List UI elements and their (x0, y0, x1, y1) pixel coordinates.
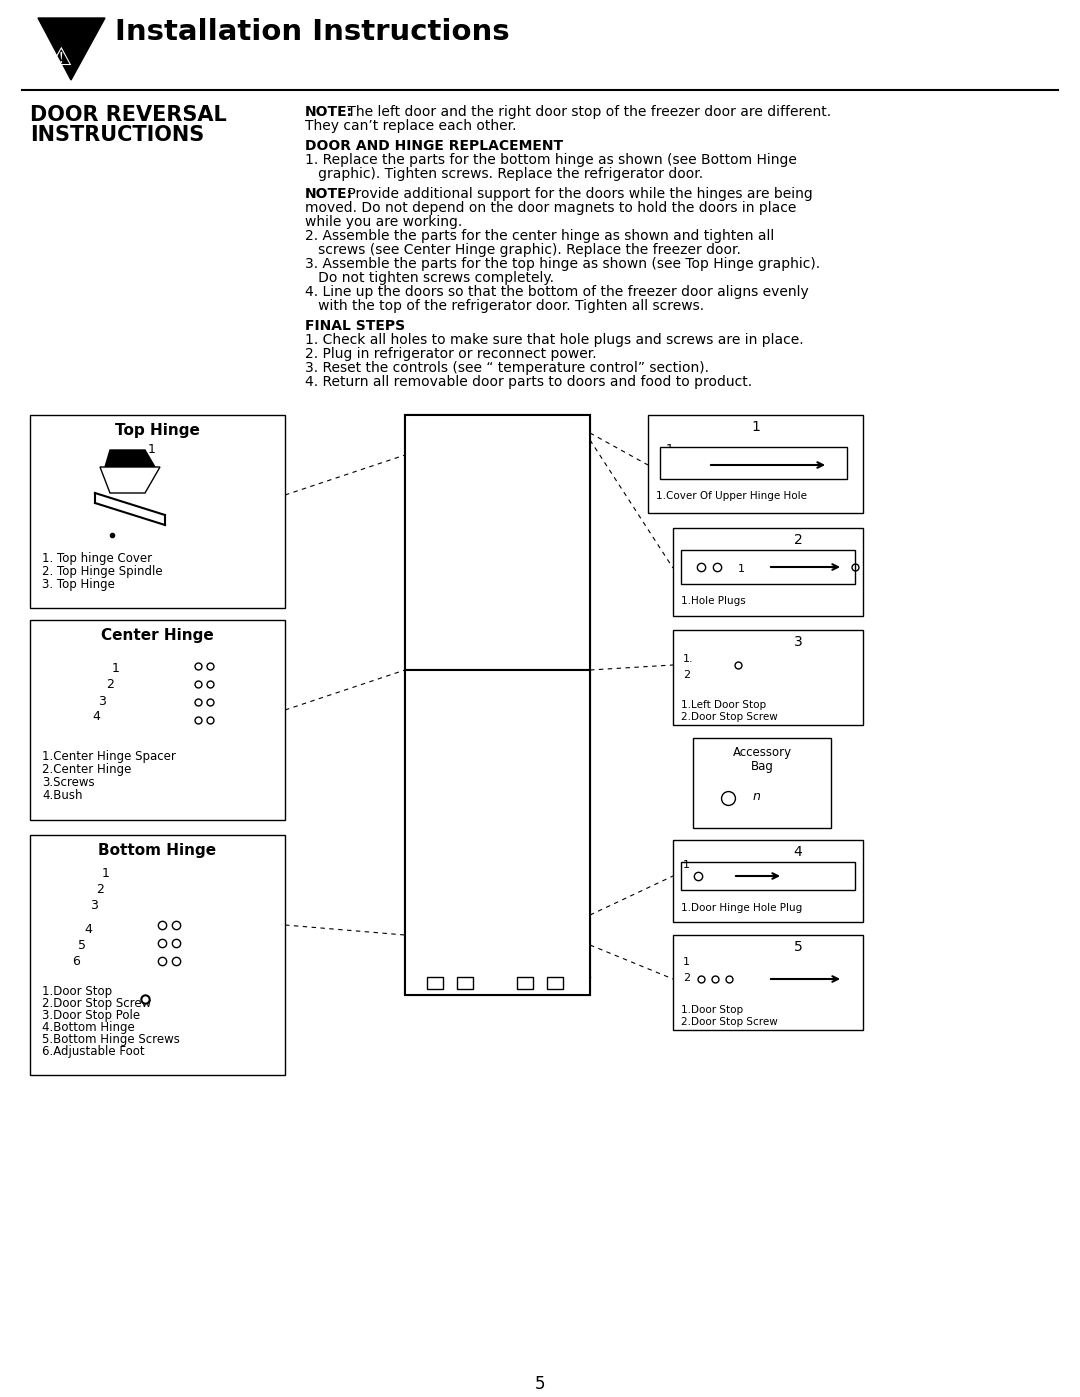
Text: 1: 1 (683, 957, 690, 967)
Bar (681, 550, 855, 584)
Bar (405, 415, 590, 995)
Text: 1.Door Stop: 1.Door Stop (681, 1004, 743, 1016)
Bar (30, 415, 285, 608)
Bar (673, 630, 863, 725)
Text: 5: 5 (535, 1375, 545, 1393)
Text: 6.Adjustable Foot: 6.Adjustable Foot (42, 1045, 145, 1058)
Text: ⚠: ⚠ (50, 46, 72, 70)
Text: 3.Door Stop Pole: 3.Door Stop Pole (42, 1009, 140, 1023)
Text: 2.Door Stop Screw: 2.Door Stop Screw (681, 712, 778, 722)
Bar (673, 528, 863, 616)
Text: FINAL STEPS: FINAL STEPS (305, 319, 405, 332)
Text: 2: 2 (140, 465, 148, 478)
Text: Do not tighten screws completely.: Do not tighten screws completely. (305, 271, 554, 285)
Text: 1.Hole Plugs: 1.Hole Plugs (681, 597, 746, 606)
Text: 3: 3 (133, 483, 140, 496)
Text: Bottom Hinge: Bottom Hinge (98, 842, 217, 858)
Text: Top Hinge: Top Hinge (116, 423, 200, 439)
Polygon shape (100, 467, 160, 493)
Text: They can’t replace each other.: They can’t replace each other. (305, 119, 516, 133)
Text: 4: 4 (794, 845, 802, 859)
Text: screws (see Center Hinge graphic). Replace the freezer door.: screws (see Center Hinge graphic). Repla… (305, 243, 741, 257)
Text: 1: 1 (148, 443, 156, 455)
Text: NOTE:: NOTE: (305, 187, 353, 201)
Text: 1.Cover Of Upper Hinge Hole: 1.Cover Of Upper Hinge Hole (656, 490, 807, 502)
Text: Accessory: Accessory (732, 746, 792, 759)
Bar (30, 620, 285, 820)
Bar (405, 671, 590, 995)
Text: 3.Screws: 3.Screws (42, 775, 95, 789)
Text: DOOR AND HINGE REPLACEMENT: DOOR AND HINGE REPLACEMENT (305, 138, 563, 154)
Bar (673, 935, 863, 1030)
Text: 3. Reset the controls (see “ temperature control” section).: 3. Reset the controls (see “ temperature… (305, 360, 708, 374)
Text: 2. Top Hinge Spindle: 2. Top Hinge Spindle (42, 564, 163, 578)
Text: 1.: 1. (683, 654, 693, 664)
Bar (648, 415, 863, 513)
Bar (681, 862, 855, 890)
Text: Provide additional support for the doors while the hinges are being: Provide additional support for the doors… (343, 187, 813, 201)
Text: graphic). Tighten screws. Replace the refrigerator door.: graphic). Tighten screws. Replace the re… (305, 168, 703, 182)
Text: 5.Bottom Hinge Screws: 5.Bottom Hinge Screws (42, 1032, 180, 1046)
Text: 4. Return all removable door parts to doors and food to product.: 4. Return all removable door parts to do… (305, 374, 752, 388)
Text: 5: 5 (794, 940, 802, 954)
Text: 1: 1 (751, 420, 760, 434)
Polygon shape (105, 450, 156, 467)
Polygon shape (38, 18, 105, 80)
Text: 1: 1 (666, 443, 674, 455)
Text: 2. Assemble the parts for the center hinge as shown and tighten all: 2. Assemble the parts for the center hin… (305, 229, 774, 243)
Text: 4.Bush: 4.Bush (42, 789, 82, 802)
Text: 4: 4 (92, 710, 99, 724)
Text: 2: 2 (683, 972, 690, 983)
Text: Bag: Bag (751, 760, 773, 773)
Text: 1. Replace the parts for the bottom hinge as shown (see Bottom Hinge: 1. Replace the parts for the bottom hing… (305, 154, 797, 168)
Bar (517, 977, 534, 989)
Bar (693, 738, 831, 828)
Text: 2: 2 (106, 678, 113, 692)
Text: 1. Top hinge Cover: 1. Top hinge Cover (42, 552, 152, 564)
Text: 1.Center Hinge Spacer: 1.Center Hinge Spacer (42, 750, 176, 763)
Text: 3: 3 (794, 636, 802, 650)
Text: The left door and the right door stop of the freezer door are different.: The left door and the right door stop of… (343, 105, 832, 119)
Text: 1.Door Stop: 1.Door Stop (42, 985, 112, 997)
Bar (405, 415, 590, 671)
Text: n: n (753, 789, 761, 803)
Text: 1: 1 (738, 564, 745, 574)
Text: 1.Door Hinge Hole Plug: 1.Door Hinge Hole Plug (681, 902, 802, 914)
Text: 2: 2 (683, 671, 690, 680)
Text: 2: 2 (96, 883, 104, 895)
Text: 2.Door Stop Screw: 2.Door Stop Screw (42, 997, 151, 1010)
Text: 3. Top Hinge: 3. Top Hinge (42, 578, 114, 591)
Text: 5: 5 (78, 939, 86, 951)
Text: 2.Center Hinge: 2.Center Hinge (42, 763, 132, 775)
Text: 6: 6 (72, 956, 80, 968)
Text: 4: 4 (84, 923, 92, 936)
Bar (660, 447, 847, 479)
Bar (546, 977, 563, 989)
Text: 1.Left Door Stop: 1.Left Door Stop (681, 700, 766, 710)
Text: while you are working.: while you are working. (305, 215, 462, 229)
Text: 3: 3 (98, 694, 106, 708)
Text: 4.Bottom Hinge: 4.Bottom Hinge (42, 1021, 135, 1034)
Text: 3. Assemble the parts for the top hinge as shown (see Top Hinge graphic).: 3. Assemble the parts for the top hinge … (305, 257, 820, 271)
Text: 4. Line up the doors so that the bottom of the freezer door aligns evenly: 4. Line up the doors so that the bottom … (305, 285, 809, 299)
Text: with the top of the refrigerator door. Tighten all screws.: with the top of the refrigerator door. T… (305, 299, 704, 313)
Text: 1: 1 (683, 861, 690, 870)
Text: 2.Door Stop Screw: 2.Door Stop Screw (681, 1017, 778, 1027)
Text: NOTE:: NOTE: (305, 105, 353, 119)
Text: 1: 1 (102, 868, 110, 880)
Bar (673, 840, 863, 922)
Text: moved. Do not depend on the door magnets to hold the doors in place: moved. Do not depend on the door magnets… (305, 201, 796, 215)
Text: 1. Check all holes to make sure that hole plugs and screws are in place.: 1. Check all holes to make sure that hol… (305, 332, 804, 346)
Text: 1: 1 (112, 662, 120, 675)
Text: 2: 2 (794, 534, 802, 548)
Bar (457, 977, 473, 989)
Bar (30, 835, 285, 1076)
Text: INSTRUCTIONS: INSTRUCTIONS (30, 124, 204, 145)
Text: DOOR REVERSAL: DOOR REVERSAL (30, 105, 227, 124)
Text: Center Hinge: Center Hinge (102, 629, 214, 643)
Text: 2. Plug in refrigerator or reconnect power.: 2. Plug in refrigerator or reconnect pow… (305, 346, 596, 360)
Bar (427, 977, 443, 989)
Text: Installation Instructions: Installation Instructions (114, 18, 510, 46)
Text: 3: 3 (90, 900, 98, 912)
